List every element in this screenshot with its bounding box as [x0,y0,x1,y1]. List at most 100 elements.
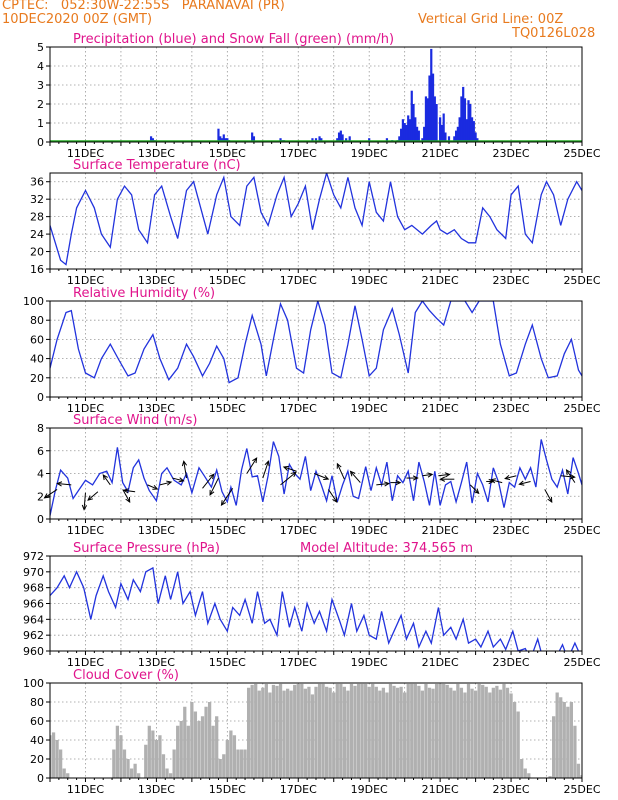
precip-bar [341,134,344,142]
precip-ytick-label: 3 [37,79,44,92]
model-code: TQ0126L028 [512,26,596,41]
cloud-cover-bar [452,690,456,778]
cloud-cover-bar [442,683,446,778]
cloud-cover-bar [509,693,513,778]
precip-bar [368,138,371,142]
wind-panel [43,427,583,523]
precip-bar [400,128,403,142]
cloud-cover-bar [257,690,261,778]
pres-ytick-label: 960 [23,645,44,658]
cloud-cover-bar [137,773,141,778]
wind-arrow [314,473,330,480]
cloud-cover-bar [356,683,361,778]
cloud-cover-bar [261,687,265,778]
cloud-cover-bar [183,706,187,778]
cloud-cover-bar [179,721,183,778]
cloud-cover-bar [420,690,425,778]
precip-bar [431,73,435,142]
wind-arrow [220,488,234,507]
wind-arrow [81,492,88,511]
wind-ytick-label: 8 [37,422,44,435]
cloud-cover-bar [307,686,311,778]
cloud-cover-bar [317,683,322,778]
cloud-cover-bar [488,692,492,778]
cloud-cover-bar [445,684,449,778]
cloud-cover-bar [119,735,123,778]
wind-arrow [209,477,219,496]
wind-ytick-label: 6 [37,445,44,458]
cloud-cover-bar [569,702,573,778]
cloud-cover-bar [505,687,510,778]
rh-ytick-label: 0 [37,391,44,404]
cloud-cover-bar [229,730,233,778]
wind-arrow [282,465,297,472]
cloud-cover-bar [289,690,293,778]
cloud-cover-bar [144,744,148,778]
wind-arrow [102,474,111,486]
cloud-xtick-label: 15DEC [209,783,246,796]
precip-bar [424,96,428,142]
precip-bar [456,126,459,142]
wind-xtick-label: 15DEC [209,524,246,537]
precip-ytick-label: 4 [37,60,44,73]
cloud-ytick-label: 20 [30,753,44,766]
cloud-cover-bar [395,687,400,778]
precip-panel [46,46,583,146]
cloud-cover-bar [176,725,180,778]
cloud-cover-bar [197,721,201,778]
cloud-cover-bar [165,768,169,778]
precip-bar [453,136,456,142]
precip-frame [49,46,583,143]
cloud-xtick-label: 17DEC [280,783,317,796]
pres-xtick-label: 19DEC [351,656,388,669]
wind-arrow [280,471,297,486]
cloud-cover-bar [193,711,198,778]
cloud-cover-bar [427,687,432,778]
cloud-cover-bar [481,684,485,778]
precip-bar [314,138,318,142]
precip-bar [433,96,436,142]
cloud-cover-bar [66,773,70,778]
cloud-cover-bar [502,683,506,778]
temp-xtick-label: 21DEC [422,274,459,287]
wind-xtick-label: 17DEC [280,524,317,537]
cloud-cover-bar [300,683,304,778]
cloud-cover-bar [112,749,116,778]
precip-bar [311,138,314,142]
cloud-cover-bar [434,683,439,778]
cloud-cover-bar [239,749,244,778]
rh-ytick-label: 80 [30,314,44,327]
wind-arrow [439,476,455,482]
pres-ytick-label: 966 [23,598,44,611]
cloud-cover-bar [236,749,240,778]
cloud-cover-bar [232,735,237,778]
cloud-xtick-label: 13DEC [138,783,175,796]
rh-xtick-label: 13DEC [138,402,175,415]
cloud-cover-bar [388,683,393,778]
cloud-cover-bar [573,725,577,778]
cloud-cover-bar [413,683,417,778]
cloud-cover-bar [310,694,315,778]
precip-bar [410,90,413,142]
temp-xtick-label: 15DEC [209,274,246,287]
cloud-cover-bar [168,773,173,778]
precip-bar [407,115,410,142]
rh-xtick-label: 25DEC [563,402,600,415]
station-header: CPTEC: 052:30W-22:55S PARANAVAI (PR) [2,0,285,13]
cloud-cover-bar [51,732,56,778]
wind-arrow [469,484,480,495]
precip-bar [405,124,408,142]
cloud-cover-bar [303,688,307,778]
precip-bar [460,96,463,142]
temp-xtick-label: 19DEC [351,274,388,287]
precip-bar [454,130,458,142]
cloud-xtick-label: 23DEC [493,783,530,796]
cloud-cover-bar [186,725,190,778]
pres-ytick-label: 972 [23,550,44,563]
pres-ytick-label: 962 [23,629,44,642]
precip-bar [428,75,431,142]
cloud-cover-bar [243,749,247,778]
precip-bar [339,130,342,142]
cloud-cover-bar [115,725,120,778]
